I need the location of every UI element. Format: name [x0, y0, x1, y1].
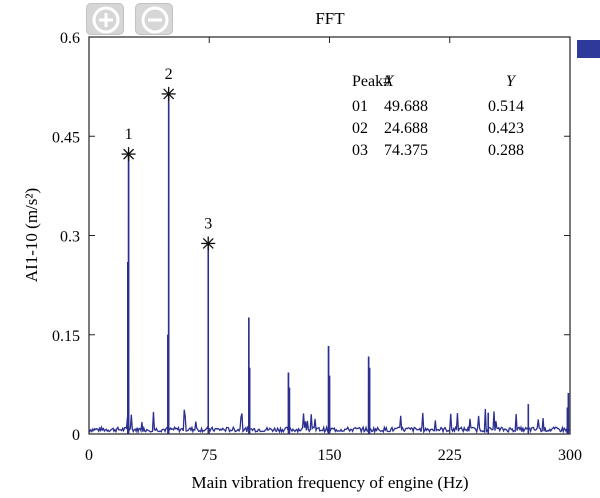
peak-table-cell-y: 0.423 [488, 120, 524, 137]
peak-label: 2 [165, 66, 173, 83]
peak-table-header-y: Y [506, 73, 517, 90]
zoom-out-button[interactable] [135, 3, 173, 35]
peak-marker [121, 147, 136, 162]
chart-title: FFT [315, 9, 345, 28]
peak-label: 1 [125, 126, 133, 143]
peak-table-cell-x: 49.688 [384, 98, 428, 115]
x-tick-label: 225 [438, 447, 462, 464]
x-tick-label: 300 [558, 447, 582, 464]
zoom-in-button[interactable] [86, 3, 124, 35]
plot-frame [88, 36, 571, 435]
peak-table-cell-y: 0.514 [488, 98, 524, 115]
y-tick-label: 0.6 [60, 30, 80, 47]
peak-table-header-peak: Peak# [352, 73, 391, 90]
x-tick-label: 0 [85, 447, 93, 464]
peak-star-stroke [202, 237, 214, 249]
peak-table-cell-x: 24.688 [384, 120, 428, 137]
y-tick-label: 0 [72, 427, 80, 444]
y-tick-label: 0.45 [52, 129, 80, 146]
x-tick-label: 150 [318, 447, 342, 464]
peak-marker [161, 86, 176, 101]
peak-table-cell-id: 02 [352, 120, 368, 137]
y-axis-label: AI1-10 (m/s²) [22, 188, 41, 282]
x-tick-label: 75 [201, 447, 217, 464]
y-tick-label: 0.3 [60, 229, 80, 246]
zoom-in-icon [92, 6, 120, 34]
peak-table-cell-id: 03 [352, 142, 368, 159]
peak-table-cell-x: 74.375 [384, 142, 428, 159]
peak-table-header-x: X [383, 73, 395, 90]
series-color-swatch [577, 40, 600, 58]
x-axis-label: Main vibration frequency of engine (Hz) [191, 473, 468, 492]
zoom-out-icon [141, 6, 169, 34]
y-tick-label: 0.15 [52, 328, 80, 345]
peak-table-cell-y: 0.288 [488, 142, 524, 159]
peak-star-stroke [123, 148, 135, 160]
peak-marker [201, 236, 216, 251]
peak-star-stroke [163, 88, 175, 100]
peak-table-cell-id: 01 [352, 98, 368, 115]
peak-label: 3 [204, 215, 212, 232]
